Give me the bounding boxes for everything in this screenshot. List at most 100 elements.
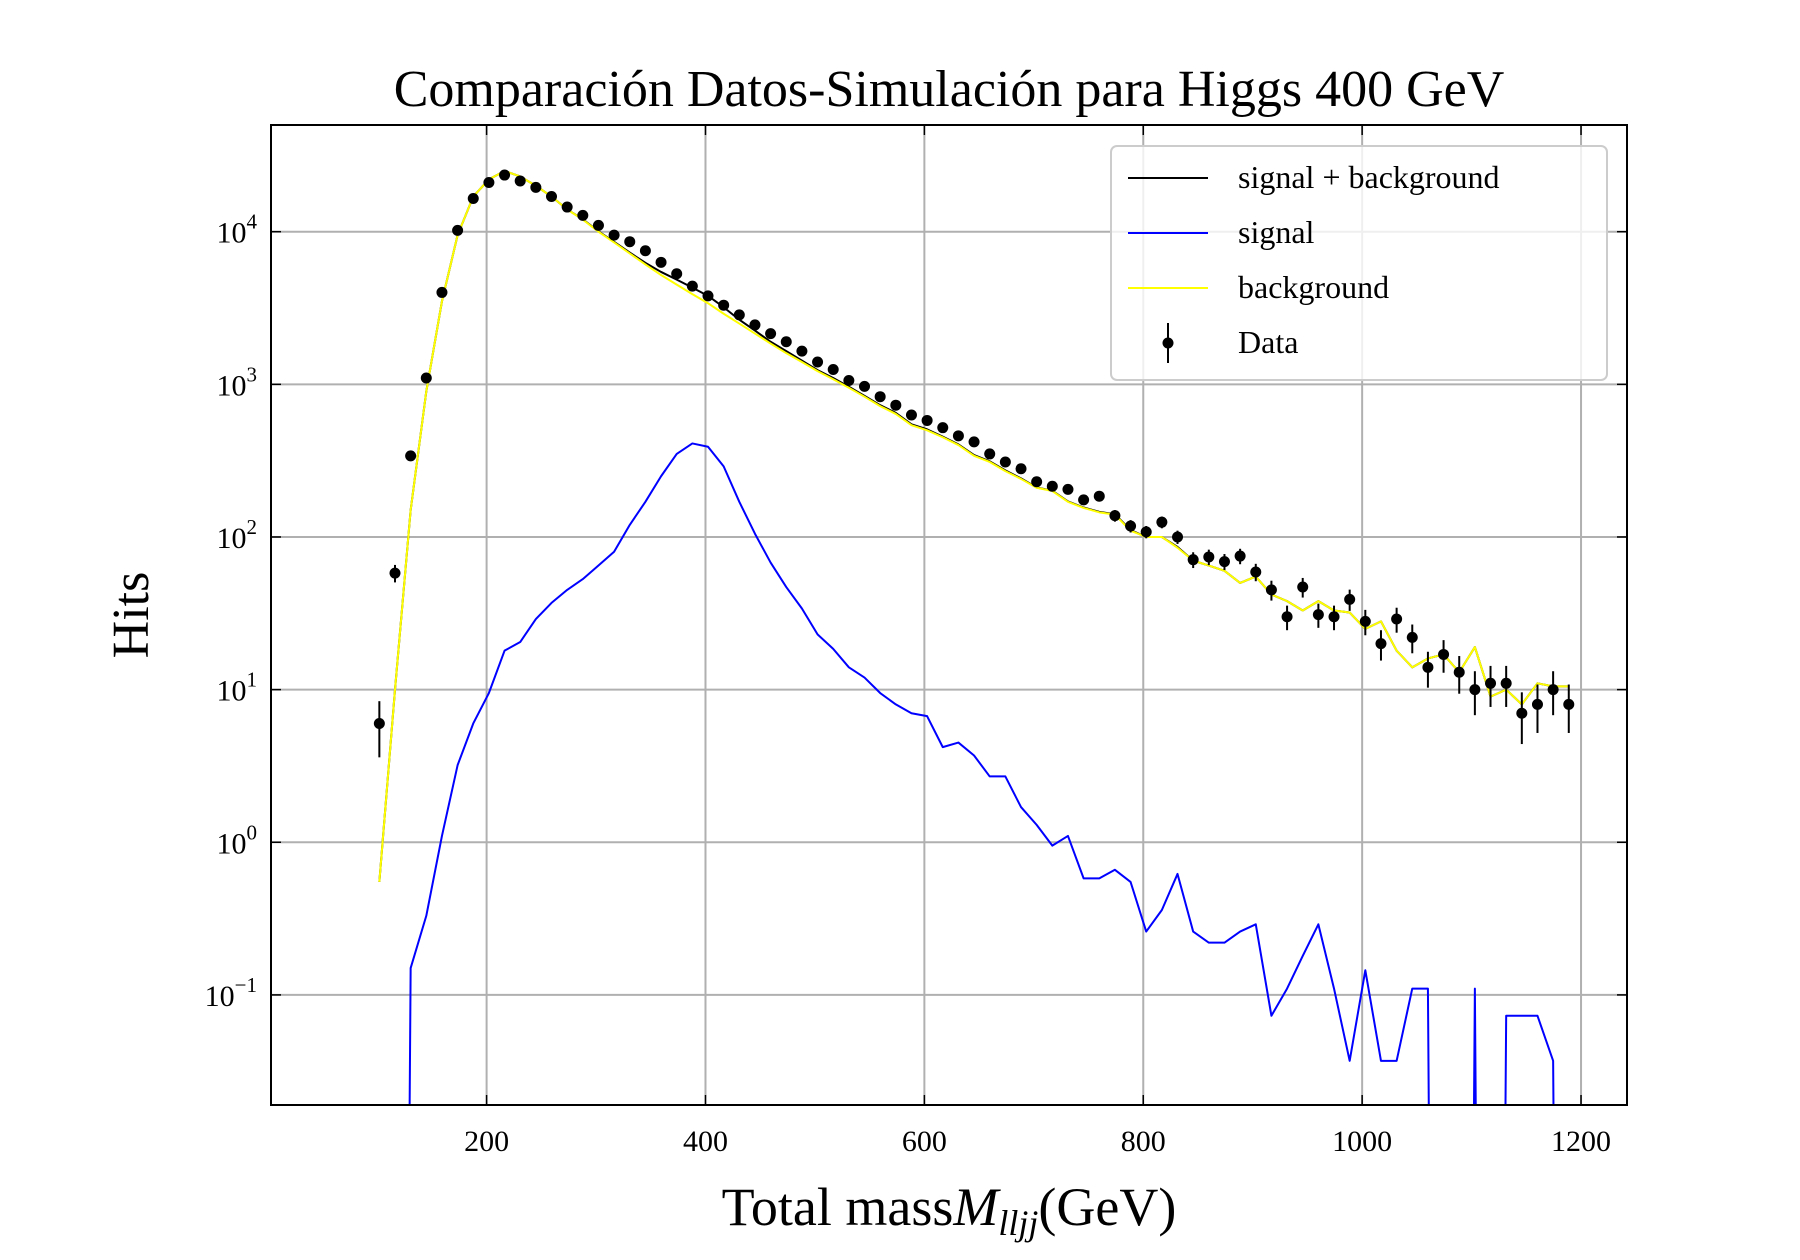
legend-box [1110, 145, 1608, 381]
y-tick-base: 10 [217, 675, 247, 708]
data-point [952, 430, 964, 442]
series-line [408, 442, 1555, 1105]
data-point [1062, 483, 1074, 495]
y-tick-exponent: 2 [247, 515, 258, 539]
data-point [1485, 677, 1497, 689]
data-point [1359, 615, 1371, 627]
data-point [1187, 554, 1199, 566]
data-point [592, 219, 604, 231]
legend-marker [1162, 337, 1174, 349]
data-point [812, 356, 824, 368]
data-point [1078, 494, 1090, 506]
y-tick-exponent: 4 [247, 210, 258, 234]
legend-label: signal + background [1238, 159, 1500, 195]
data-point [1093, 490, 1105, 502]
data-point [577, 209, 589, 221]
data-point [561, 201, 573, 213]
data-point [420, 372, 432, 384]
data-point [1406, 631, 1418, 643]
y-tick-exponent: −1 [235, 973, 257, 997]
data-point [1500, 677, 1512, 689]
data-point [1547, 684, 1559, 696]
axes-frame [270, 124, 1628, 1106]
data-point [921, 414, 933, 426]
data-point [499, 169, 511, 181]
data-point [452, 224, 464, 236]
legend-label: Data [1238, 324, 1298, 360]
y-tick-label: 103 [217, 362, 258, 402]
x-axis-label-unit: (GeV) [1038, 1177, 1176, 1237]
data-point [890, 399, 902, 411]
y-tick-exponent: 0 [247, 820, 258, 844]
data-point [1125, 520, 1137, 532]
data-point [1422, 661, 1434, 673]
data-point [671, 268, 683, 280]
data-point [389, 567, 401, 579]
data-point [859, 380, 871, 392]
legend-label: signal [1238, 214, 1315, 250]
data-point [608, 229, 620, 241]
data-point [1344, 593, 1356, 605]
y-tick-label: 104 [217, 210, 258, 250]
data-point [1469, 684, 1481, 696]
legend: signal + background signal background Data [1128, 159, 1500, 363]
data-point [1250, 566, 1262, 578]
data-point [686, 280, 698, 292]
data-point [1531, 698, 1543, 710]
data-point [843, 374, 855, 386]
x-tick-label: 1000 [1332, 1125, 1392, 1158]
data-point [624, 236, 636, 248]
y-tick-base: 10 [217, 827, 247, 860]
data-point [1156, 516, 1168, 528]
x-tick-label: 200 [464, 1125, 509, 1158]
data-point [1516, 707, 1528, 719]
data-point [514, 175, 526, 187]
data-point [1218, 556, 1230, 568]
x-axis-label-symbol: M [952, 1177, 1001, 1237]
y-tick-label: 100 [217, 820, 258, 860]
data-point [1281, 611, 1293, 623]
data-point [1375, 638, 1387, 650]
data-point [1031, 476, 1043, 488]
x-tick-label: 400 [683, 1125, 728, 1158]
x-tick-label: 600 [902, 1125, 947, 1158]
x-axis-label-text: Total mass [722, 1177, 954, 1237]
data-point [483, 177, 495, 189]
data-point [905, 409, 917, 421]
y-tick-base: 10 [217, 522, 247, 555]
data-point [733, 309, 745, 321]
data-point [968, 436, 980, 448]
data-point [827, 364, 839, 376]
data-point [1265, 584, 1277, 596]
legend-label: background [1238, 269, 1389, 305]
data-point [702, 290, 714, 302]
data-point [1328, 611, 1340, 623]
data-point [1563, 698, 1575, 710]
x-tick-label: 800 [1121, 1125, 1166, 1158]
data-point [373, 717, 385, 729]
data-point [984, 448, 996, 460]
data-point [874, 391, 886, 403]
data-point [639, 245, 651, 257]
y-tick-label: 102 [217, 515, 258, 555]
data-point [1438, 648, 1450, 660]
data-point [937, 422, 949, 434]
data-point [1046, 480, 1058, 492]
data-point [749, 319, 761, 331]
x-axis-label-subscript: lljj [998, 1203, 1038, 1243]
y-tick-exponent: 1 [247, 668, 258, 692]
y-tick-label: 101 [217, 668, 258, 708]
y-axis-label: Hits [103, 572, 160, 659]
data-point [1312, 609, 1324, 621]
chart-title: Comparación Datos-Simulación para Higgs … [394, 61, 1505, 118]
data-point [405, 450, 417, 462]
data-point [655, 256, 667, 268]
data-point [1203, 551, 1215, 563]
data-point [467, 192, 479, 204]
data-point [530, 181, 542, 193]
y-tick-base: 10 [217, 217, 247, 250]
data-point [780, 336, 792, 348]
data-point [999, 456, 1011, 468]
data-point [765, 328, 777, 340]
